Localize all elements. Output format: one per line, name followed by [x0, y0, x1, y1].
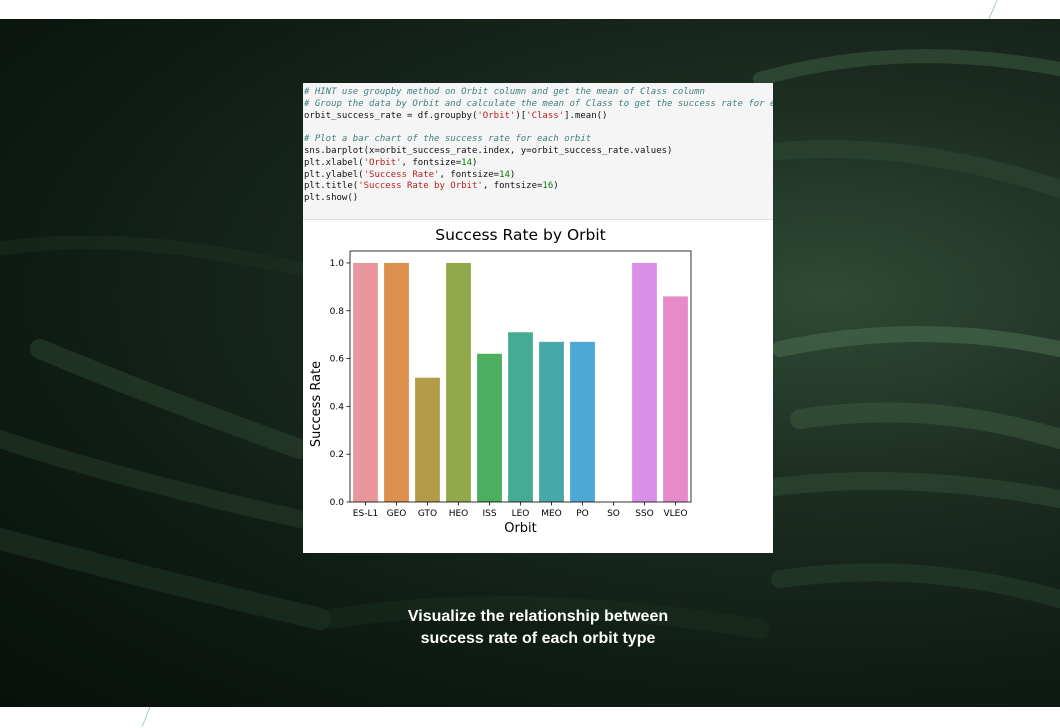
bar-po [570, 341, 595, 502]
x-tick-label: MEO [541, 509, 562, 519]
bar-es-l1 [353, 262, 378, 502]
x-tick-label: GTO [418, 509, 437, 519]
x-tick-label: SSO [635, 509, 654, 519]
notebook-figure: # HINT use groupby method on Orbit colum… [303, 83, 773, 553]
bar-heo [446, 262, 471, 502]
decorative-line-top [988, 0, 998, 20]
y-tick-label: 0.4 [330, 402, 345, 412]
code-line: # Group the data by Orbit and calculate … [304, 98, 773, 109]
caption-line-2: success rate of each orbit type [420, 630, 656, 647]
bar-leo [508, 332, 533, 502]
bars [353, 262, 688, 502]
x-axis-label: Orbit [504, 521, 537, 536]
y-tick-label: 0.2 [330, 450, 344, 460]
code-line [304, 122, 773, 134]
slide-caption: Visualize the relationship between succe… [0, 606, 1060, 650]
x-axis-ticks: ES-L1 GEO GTO HEO ISS LEO MEO PO SO SSO VLEO [353, 502, 688, 519]
y-tick-label: 0.6 [330, 355, 345, 365]
x-tick-label: ES-L1 [353, 509, 378, 519]
code-line: plt.ylabel('Success Rate', fontsize=14) [304, 169, 516, 180]
x-tick-label: SO [607, 509, 620, 519]
bar-meo [539, 341, 564, 502]
bar-gto [415, 377, 440, 502]
code-line: plt.title('Success Rate by Orbit', fonts… [304, 181, 559, 192]
code-line: plt.show() [304, 193, 359, 204]
code-line: orbit_success_rate = df.groupby('Orbit')… [304, 110, 608, 121]
y-axis-ticks: 0.0 0.2 0.4 0.6 0.8 1.0 [330, 259, 350, 508]
decorative-line-bottom [141, 707, 151, 728]
code-cell: # HINT use groupby method on Orbit colum… [303, 83, 773, 220]
x-tick-label: LEO [512, 509, 530, 519]
y-tick-label: 1.0 [330, 259, 345, 269]
x-tick-label: ISS [482, 509, 496, 519]
foliage-background-image [0, 49, 1060, 639]
bar-sso [632, 262, 657, 502]
code-line: # Plot a bar chart of the success rate f… [304, 134, 592, 145]
plot-frame [349, 250, 692, 503]
bar-iss [477, 353, 502, 502]
chart-title: Success Rate by Orbit [435, 226, 606, 244]
bar-geo [384, 262, 409, 502]
x-tick-label: PO [576, 509, 589, 519]
bar-vleo [663, 296, 688, 502]
code-line: # HINT use groupby method on Orbit colum… [304, 87, 705, 97]
y-axis-label: Success Rate [309, 361, 324, 447]
y-tick-label: 0.8 [330, 307, 345, 317]
caption-line-1: Visualize the relationship between [407, 608, 669, 625]
code-line: plt.xlabel('Orbit', fontsize=14) [304, 157, 478, 168]
x-tick-label: HEO [449, 509, 469, 519]
x-tick-label: VLEO [664, 509, 688, 519]
code-line: sns.barplot(x=orbit_success_rate.index, … [304, 145, 673, 156]
bar-chart: Success Rate by Orbit Orbit Success Rate… [309, 226, 692, 536]
y-tick-label: 0.0 [330, 498, 345, 508]
x-tick-label: GEO [387, 509, 407, 519]
